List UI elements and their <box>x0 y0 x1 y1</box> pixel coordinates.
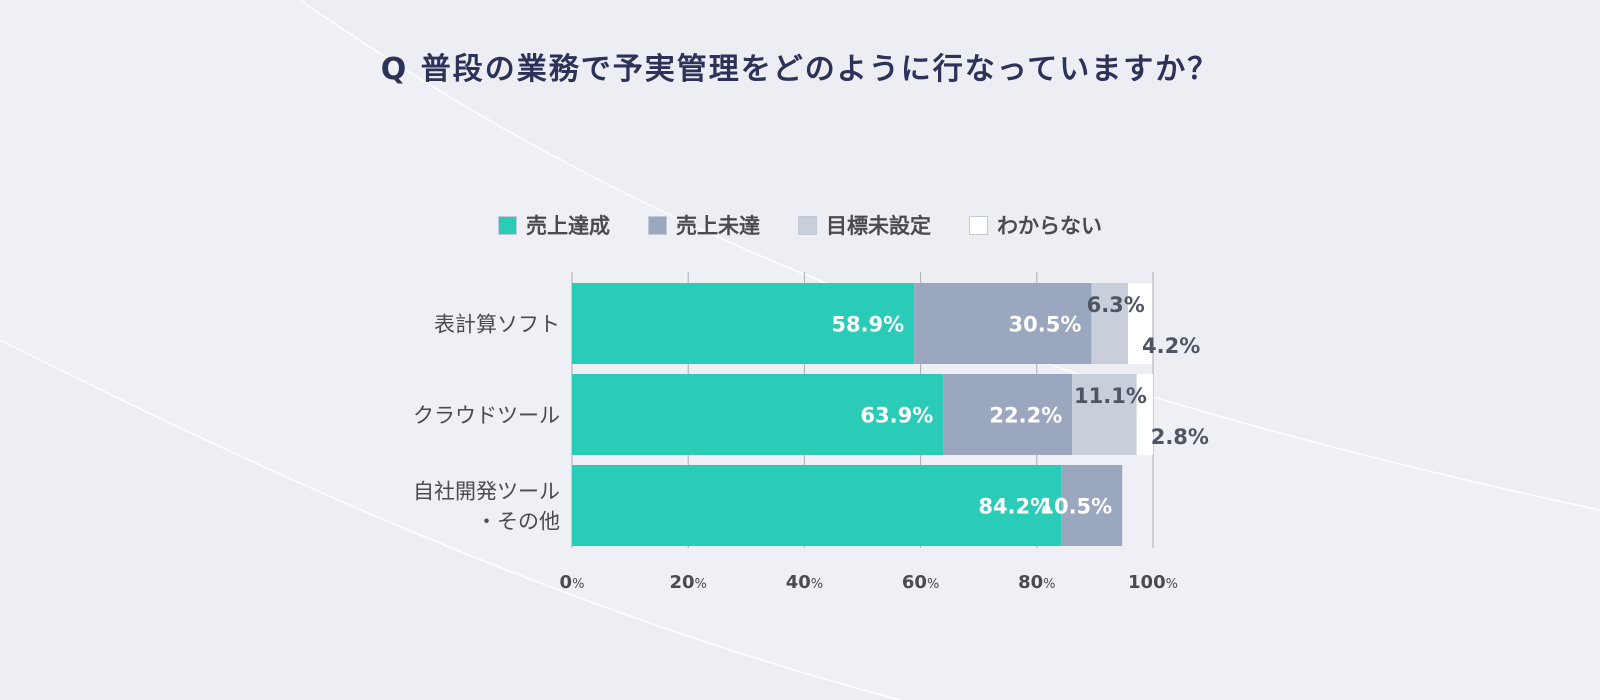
bar-segment <box>572 465 1062 546</box>
legend-item-2: 売上未達 <box>648 210 760 240</box>
bar-segment <box>572 283 915 364</box>
legend-label: 売上達成 <box>526 214 610 238</box>
legend-label: わからない <box>997 214 1102 238</box>
bar-segment <box>1072 374 1137 455</box>
chart-legend: 売上達成 売上未達 目標未設定 わからない <box>0 210 1600 240</box>
bar-segment <box>1128 283 1153 364</box>
data-label: 2.8% <box>1151 425 1209 449</box>
data-label: 4.2% <box>1142 334 1200 358</box>
data-label: 30.5% <box>1009 313 1082 337</box>
data-label: 10.5% <box>1039 495 1112 519</box>
legend-label: 目標未設定 <box>826 214 931 238</box>
bar-segment <box>943 374 1073 455</box>
category-label: クラウドツール <box>413 404 560 428</box>
legend-item-4: わからない <box>969 210 1102 240</box>
legend-swatch <box>798 215 817 235</box>
bar-segment <box>1091 283 1129 364</box>
data-label: 22.2% <box>989 404 1062 428</box>
data-label: 84.2% <box>978 495 1051 519</box>
bar-segment <box>572 374 944 455</box>
legend-swatch <box>498 215 517 235</box>
category-label: ・その他 <box>476 510 560 534</box>
x-tick-label: 40% <box>786 572 823 593</box>
bar-segment <box>1061 465 1123 546</box>
x-tick-label: 20% <box>669 572 706 593</box>
legend-item-3: 目標未設定 <box>798 210 931 240</box>
data-label: 6.3% <box>1087 293 1145 317</box>
bar-segment <box>1136 374 1153 455</box>
x-tick-label: 80% <box>1018 572 1055 593</box>
data-label: 58.9% <box>831 313 904 337</box>
category-label: 自社開発ツール <box>413 480 560 504</box>
data-label: 63.9% <box>860 404 933 428</box>
chart-title: Q 普段の業務で予実管理をどのように行なっていますか？ <box>380 52 1220 87</box>
data-label: 11.1% <box>1074 384 1147 408</box>
legend-swatch <box>969 215 988 235</box>
legend-label: 売上未達 <box>676 214 760 238</box>
bar-segment <box>914 283 1092 364</box>
category-label: 表計算ソフト <box>434 313 560 337</box>
x-tick-label: 60% <box>902 572 939 593</box>
x-tick-label: 100% <box>1128 572 1178 593</box>
legend-item-1: 売上達成 <box>498 210 610 240</box>
x-tick-label: 0% <box>560 572 585 593</box>
legend-swatch <box>648 215 667 235</box>
